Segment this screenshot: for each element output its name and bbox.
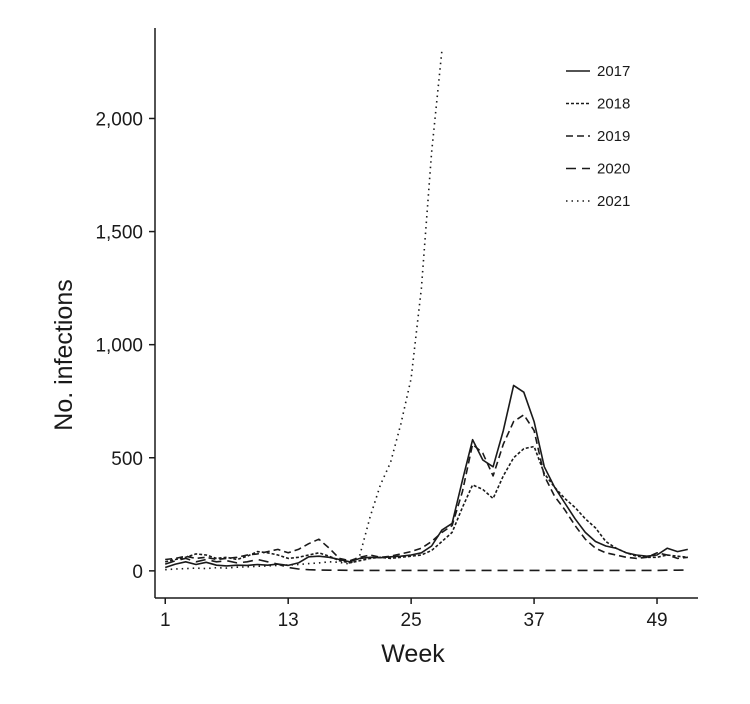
series-line-2019: [165, 414, 688, 562]
legend-label-2018: 2018: [597, 96, 630, 113]
series-line-2017: [164, 384, 688, 569]
series-lines: [164, 50, 688, 572]
y-tick-label: 0: [132, 562, 143, 583]
x-axis-title: Week: [381, 640, 445, 668]
x-tick-label: 49: [646, 610, 667, 631]
legend: 2017 2018 2019 2020 2021: [566, 63, 630, 210]
legend-label-2020: 2020: [597, 161, 630, 178]
y-tick-label: 500: [111, 449, 143, 470]
legend-label-2021: 2021: [597, 193, 630, 210]
y-ticks: 0 500 1,000 1,500 2,000: [95, 109, 155, 583]
legend-label-2019: 2019: [597, 128, 630, 145]
x-tick-label: 13: [278, 610, 299, 631]
x-tick-label: 37: [524, 610, 545, 631]
y-tick-label: 1,000: [95, 336, 143, 357]
x-tick-label: 25: [401, 610, 422, 631]
series-line-2021: [165, 50, 443, 571]
series-line-2020: [164, 557, 688, 572]
axes: [154, 28, 698, 599]
y-tick-label: 1,500: [95, 223, 143, 244]
y-tick-label: 2,000: [95, 109, 143, 130]
y-axis-title: No. infections: [50, 279, 78, 430]
x-tick-label: 1: [160, 610, 171, 631]
x-ticks: 1 13 25 37 49: [160, 598, 668, 631]
legend-label-2017: 2017: [597, 63, 630, 80]
